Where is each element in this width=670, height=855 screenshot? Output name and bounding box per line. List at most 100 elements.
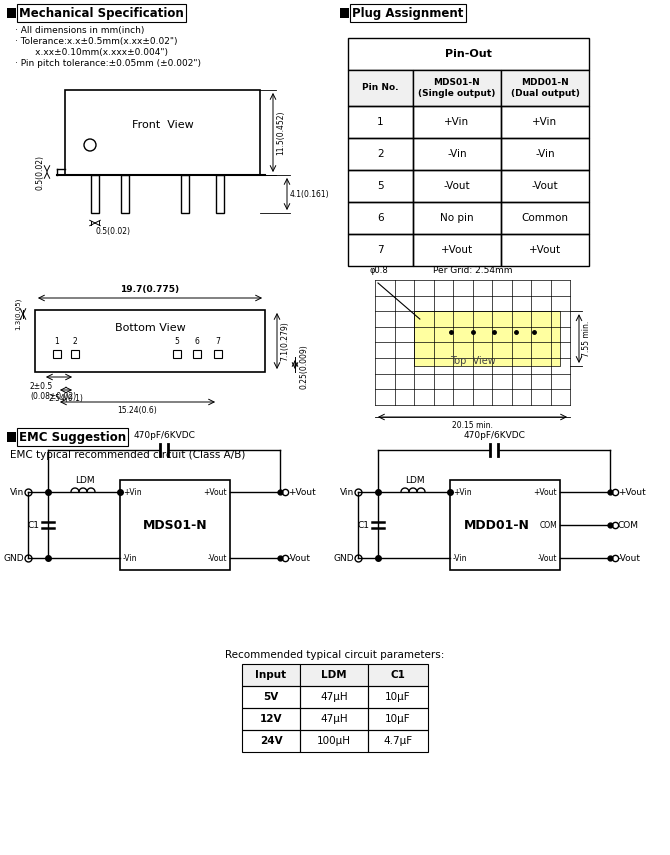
Text: COM: COM xyxy=(618,521,639,529)
Text: Vin: Vin xyxy=(10,487,24,497)
Text: φ0.8: φ0.8 xyxy=(370,266,389,275)
Text: · Pin pitch tolerance:±0.05mm (±0.002"): · Pin pitch tolerance:±0.05mm (±0.002") xyxy=(15,59,201,68)
Text: 47μH: 47μH xyxy=(320,714,348,724)
Bar xyxy=(501,70,589,106)
Bar xyxy=(7,432,16,442)
Text: -Vout: -Vout xyxy=(532,181,558,191)
Text: Plug Assignment: Plug Assignment xyxy=(352,7,464,20)
Text: C1: C1 xyxy=(391,670,405,680)
Bar xyxy=(368,730,428,752)
Text: · Tolerance:x.x±0.5mm(x.xx±0.02"): · Tolerance:x.x±0.5mm(x.xx±0.02") xyxy=(15,37,178,46)
Text: LDM: LDM xyxy=(75,476,95,485)
Bar xyxy=(35,310,265,372)
Text: 2: 2 xyxy=(377,149,384,159)
Text: EMC typical recommended circuit (Class A/B): EMC typical recommended circuit (Class A… xyxy=(10,450,245,460)
Bar xyxy=(413,106,501,138)
Text: Per Grid: 2.54mm: Per Grid: 2.54mm xyxy=(433,266,513,275)
Bar xyxy=(173,350,181,358)
Text: 7.55 min.: 7.55 min. xyxy=(582,321,591,357)
Text: -Vin: -Vin xyxy=(123,553,137,563)
Text: GND: GND xyxy=(3,553,24,563)
Bar xyxy=(348,170,413,202)
Text: Bottom View: Bottom View xyxy=(115,323,186,333)
Bar xyxy=(348,234,413,266)
Bar xyxy=(413,170,501,202)
Text: 0.5(0.02): 0.5(0.02) xyxy=(95,227,130,236)
Text: 7: 7 xyxy=(216,337,220,346)
Bar xyxy=(413,70,501,106)
Bar xyxy=(414,311,560,366)
Text: -Vin: -Vin xyxy=(447,149,467,159)
Text: Vin: Vin xyxy=(340,487,354,497)
Text: 19.7(0.775): 19.7(0.775) xyxy=(121,285,180,294)
Bar xyxy=(348,38,589,70)
Text: 15.24(0.6): 15.24(0.6) xyxy=(118,406,157,415)
Text: LDM: LDM xyxy=(405,476,425,485)
Bar xyxy=(368,664,428,686)
Text: LDM: LDM xyxy=(321,670,347,680)
Text: 1: 1 xyxy=(55,337,60,346)
Bar xyxy=(501,106,589,138)
Text: · All dimensions in mm(inch): · All dimensions in mm(inch) xyxy=(15,26,144,35)
Text: +Vout: +Vout xyxy=(533,487,557,497)
Text: COM: COM xyxy=(539,521,557,529)
Text: -Vin: -Vin xyxy=(535,149,555,159)
Text: C1: C1 xyxy=(357,521,369,529)
Bar xyxy=(65,90,260,175)
Bar xyxy=(242,664,300,686)
Text: -Vout: -Vout xyxy=(618,553,641,563)
Text: Input: Input xyxy=(255,670,287,680)
Text: 470pF/6KVDC: 470pF/6KVDC xyxy=(463,431,525,440)
Text: +Vin: +Vin xyxy=(444,117,470,127)
Text: 47μH: 47μH xyxy=(320,692,348,702)
Bar xyxy=(368,708,428,730)
Bar xyxy=(193,350,201,358)
Text: +Vin: +Vin xyxy=(453,487,472,497)
Text: 11.5(0.452): 11.5(0.452) xyxy=(276,110,285,155)
Text: 5: 5 xyxy=(175,337,180,346)
Bar xyxy=(242,730,300,752)
Text: 7: 7 xyxy=(377,245,384,255)
Text: No pin: No pin xyxy=(440,213,474,223)
Text: 20.15 min.: 20.15 min. xyxy=(452,421,493,430)
Text: 1.3(0.05): 1.3(0.05) xyxy=(15,298,21,330)
Text: MDD01-N
(Dual output): MDD01-N (Dual output) xyxy=(511,79,580,97)
Text: MDS01-N: MDS01-N xyxy=(143,518,207,532)
Bar xyxy=(413,234,501,266)
Text: +Vout: +Vout xyxy=(529,245,561,255)
Text: 0.5(0.02): 0.5(0.02) xyxy=(36,155,45,190)
Bar xyxy=(413,138,501,170)
Bar xyxy=(340,8,349,18)
Text: 7.1(0.279): 7.1(0.279) xyxy=(280,321,289,361)
Bar xyxy=(216,175,224,213)
Bar xyxy=(348,70,413,106)
Bar xyxy=(71,350,79,358)
Bar xyxy=(348,202,413,234)
Text: 5V: 5V xyxy=(263,692,279,702)
Bar xyxy=(413,202,501,234)
Text: MDD01-N: MDD01-N xyxy=(464,518,530,532)
Bar xyxy=(501,170,589,202)
Text: x.xx±0.10mm(x.xxx±0.004"): x.xx±0.10mm(x.xxx±0.004") xyxy=(15,48,168,57)
Text: -Vin: -Vin xyxy=(453,553,468,563)
Text: 4.7μF: 4.7μF xyxy=(383,736,413,746)
Bar xyxy=(300,686,368,708)
Bar xyxy=(348,106,413,138)
Text: 2: 2 xyxy=(72,337,77,346)
Text: +Vin: +Vin xyxy=(123,487,141,497)
Bar xyxy=(121,175,129,213)
Bar xyxy=(181,175,189,213)
Text: +Vout: +Vout xyxy=(441,245,473,255)
Bar xyxy=(300,708,368,730)
Text: 24V: 24V xyxy=(260,736,282,746)
Text: Pin-Out: Pin-Out xyxy=(445,49,492,59)
Bar xyxy=(368,686,428,708)
Bar xyxy=(450,480,560,570)
Text: 2±0.5
(0.08±0.02): 2±0.5 (0.08±0.02) xyxy=(30,382,76,401)
Text: +Vout: +Vout xyxy=(618,487,646,497)
Text: 12V: 12V xyxy=(260,714,282,724)
Text: 470pF/6KVDC: 470pF/6KVDC xyxy=(133,431,195,440)
Text: -Vout: -Vout xyxy=(288,553,311,563)
Text: -Vout: -Vout xyxy=(208,553,227,563)
Text: 6: 6 xyxy=(194,337,200,346)
